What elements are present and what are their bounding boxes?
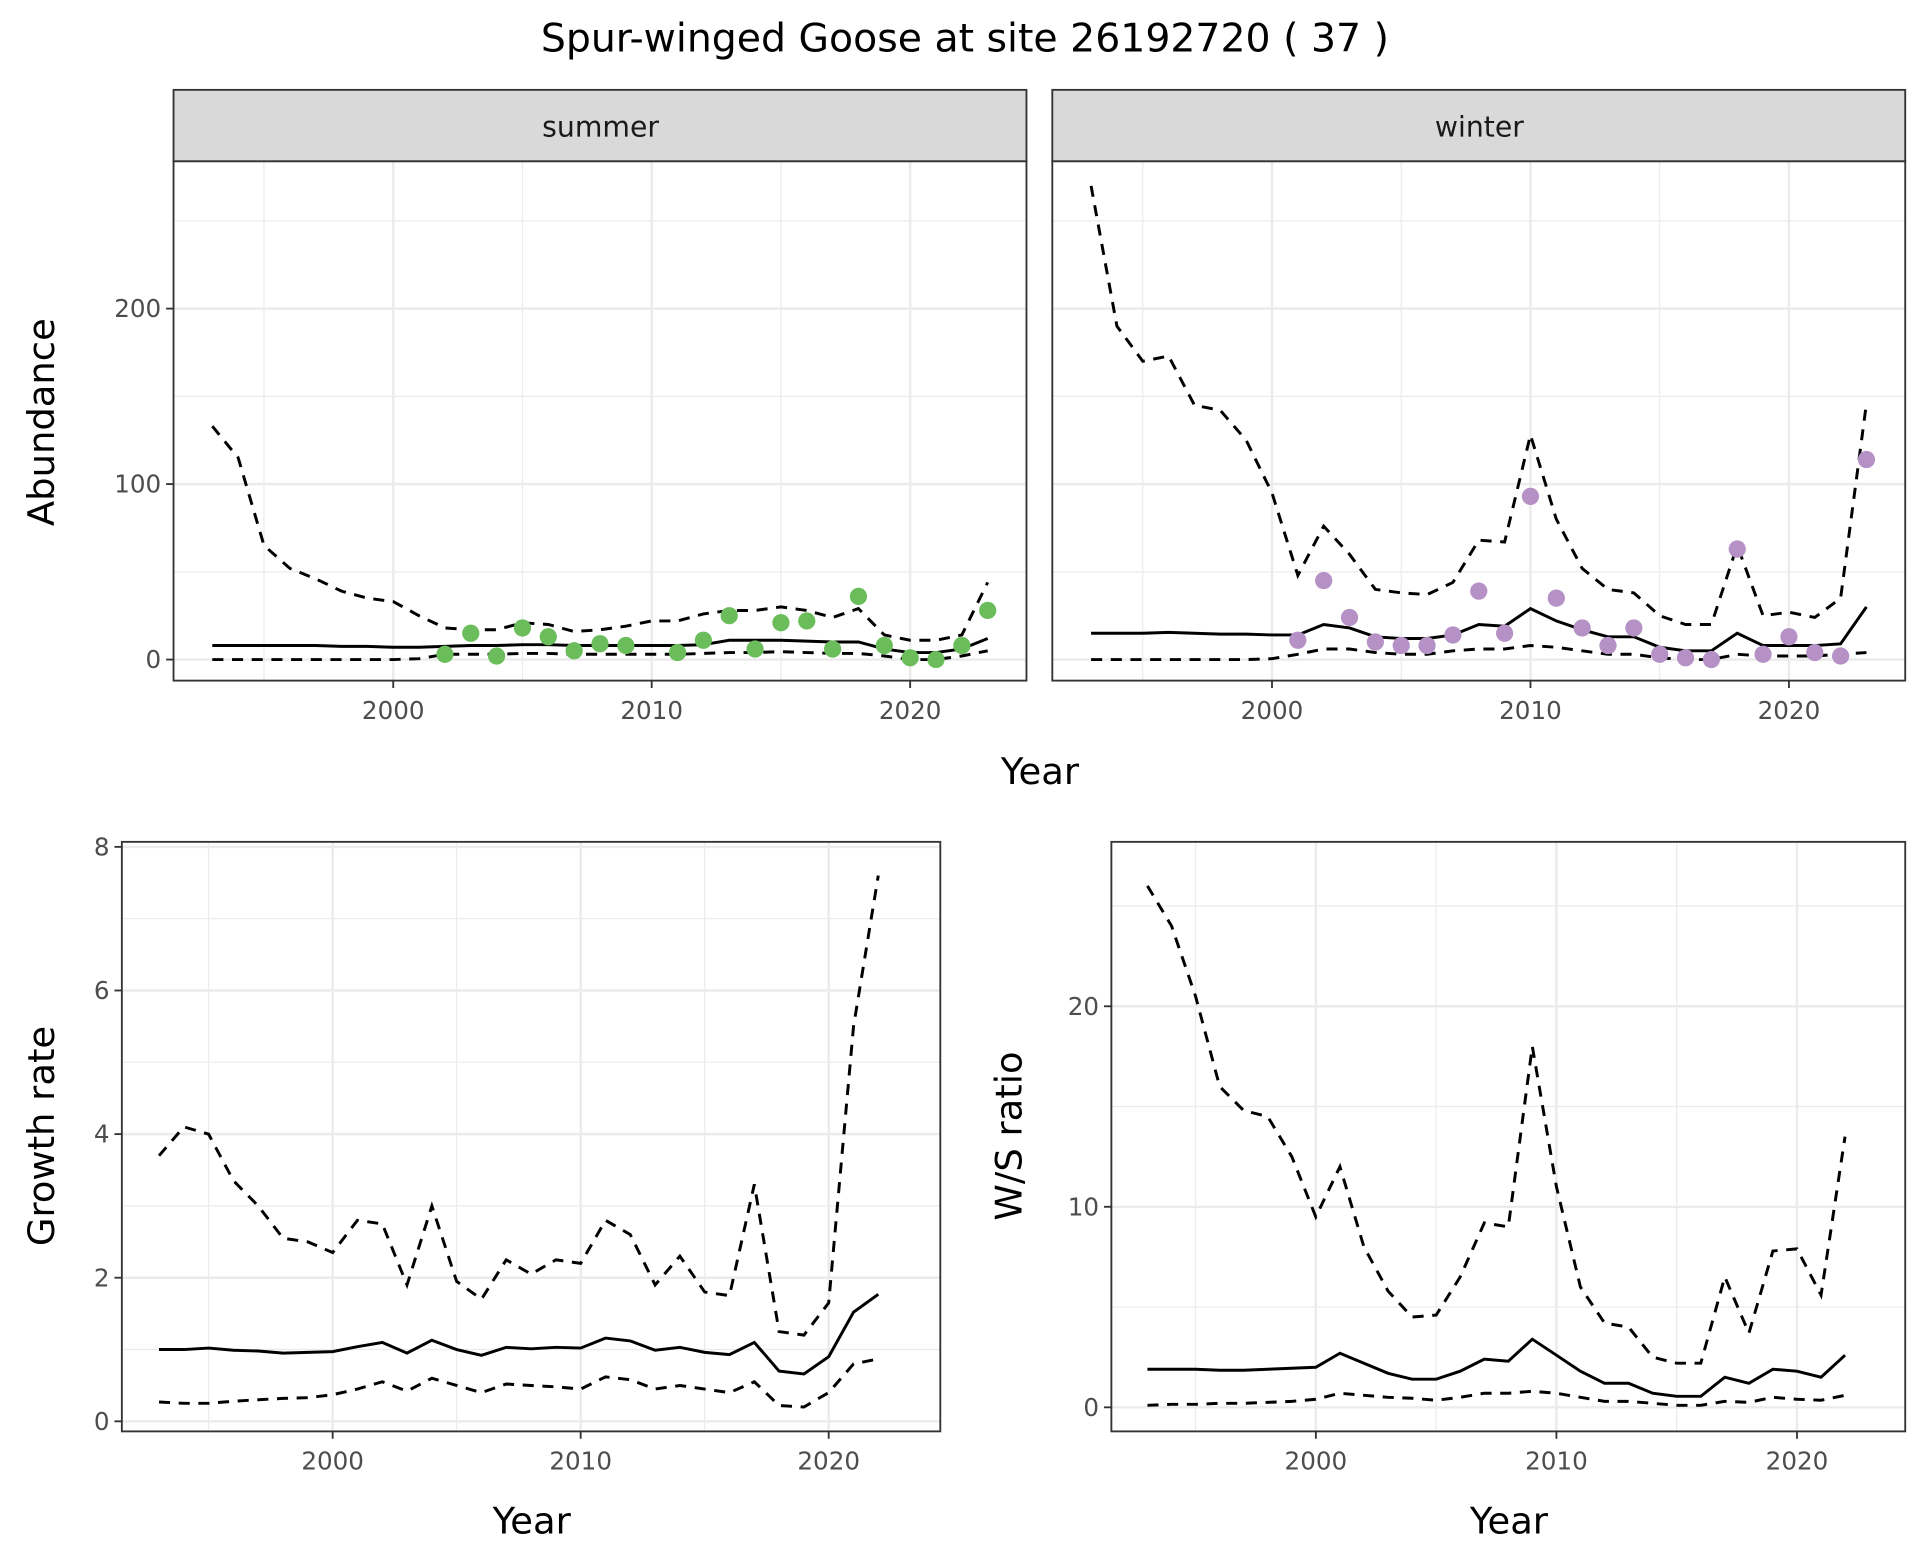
facet-label-winter: winter <box>1435 111 1524 144</box>
data-point <box>1340 608 1359 627</box>
data-point <box>720 607 738 625</box>
data-point <box>1625 619 1643 637</box>
chart-title: Spur-winged Goose at site 26192720 ( 37 … <box>541 16 1389 62</box>
data-point <box>1573 619 1591 637</box>
x-tick-label: 2020 <box>797 1447 860 1476</box>
data-point <box>1521 487 1540 505</box>
panel-background <box>1111 841 1906 1432</box>
y-tick-label: 200 <box>114 294 161 323</box>
x-tick-label: 2000 <box>301 1447 364 1476</box>
data-point <box>1418 636 1436 655</box>
panel-1: 2000 2010 2020 <box>1051 88 1907 725</box>
x-tick-label: 2000 <box>362 696 425 725</box>
x-axis-title-top: Year <box>1000 750 1080 793</box>
x-tick-label: 2020 <box>1758 696 1821 725</box>
facet-strip <box>1051 88 1907 163</box>
data-point <box>668 643 687 662</box>
data-point <box>953 636 971 655</box>
panel-background <box>173 161 1027 681</box>
data-point <box>1857 450 1876 469</box>
data-point <box>694 631 712 649</box>
data-point <box>462 624 480 642</box>
upper-bound-line <box>1146 885 1847 1365</box>
panel-2: 2000 2010 2020 0 2 4 6 8 <box>94 832 942 1476</box>
data-point <box>875 636 893 655</box>
data-point <box>488 647 506 665</box>
data-point <box>746 640 764 658</box>
data-point <box>1289 631 1307 649</box>
upper-bound-line <box>211 425 990 642</box>
data-point <box>1496 624 1514 642</box>
data-point <box>901 649 919 667</box>
data-point <box>1470 582 1488 600</box>
y-axis-title-ratio: W/S ratio <box>988 1051 1031 1220</box>
y-tick-label: 8 <box>94 832 110 861</box>
data-point <box>1780 628 1798 646</box>
panel-border <box>120 840 942 1433</box>
y-tick-label: 0 <box>1083 1393 1099 1422</box>
mean-line <box>1147 1337 1847 1398</box>
data-point <box>436 645 454 663</box>
x-tick-label: 2010 <box>1525 1447 1588 1476</box>
data-point <box>927 650 945 669</box>
x-axis-title-growth: Year <box>492 1500 572 1543</box>
facet-strip <box>172 88 1028 163</box>
mean-line <box>1091 606 1868 653</box>
y-tick-label: 0 <box>146 645 162 674</box>
mean-line <box>159 1293 880 1376</box>
data-point <box>1806 643 1824 662</box>
data-point <box>824 640 842 658</box>
y-tick-label: 20 <box>1068 992 1099 1021</box>
y-tick-label: 0 <box>94 1407 110 1436</box>
upper-bound-line <box>157 875 880 1337</box>
panel-background <box>1052 161 1906 681</box>
data-point <box>1651 645 1669 663</box>
x-tick-label: 2010 <box>549 1447 612 1476</box>
y-tick-label: 4 <box>94 1120 110 1149</box>
y-tick-label: 6 <box>94 976 110 1005</box>
data-point <box>1676 649 1695 667</box>
data-point <box>1754 645 1772 663</box>
data-point <box>1702 650 1720 669</box>
lower-bound-line <box>158 1357 879 1409</box>
data-point <box>1547 589 1565 607</box>
data-point <box>1728 540 1746 558</box>
x-tick-label: 2020 <box>1766 1447 1829 1476</box>
x-axis-title-ratio: Year <box>1469 1500 1549 1543</box>
y-axis-title-top: Abundance <box>20 318 63 526</box>
data-point <box>1392 636 1410 655</box>
facet-label-summer: summer <box>542 111 659 144</box>
data-point <box>591 635 609 653</box>
data-point <box>979 601 997 620</box>
data-point <box>1832 647 1850 665</box>
x-tick-label: 2010 <box>1499 696 1562 725</box>
data-point <box>798 612 816 630</box>
y-tick-label: 100 <box>114 470 161 499</box>
panel-background <box>121 841 941 1432</box>
panel-0: 2000 2010 2020 0 100 200 <box>114 88 1028 725</box>
data-point <box>1366 633 1384 651</box>
y-tick-label: 2 <box>94 1263 110 1292</box>
data-point <box>1315 571 1333 590</box>
lower-bound-line <box>212 649 988 662</box>
data-point <box>565 642 583 660</box>
data-point <box>539 628 557 646</box>
data-point <box>1444 626 1462 644</box>
x-tick-label: 2000 <box>1241 696 1304 725</box>
x-tick-label: 2010 <box>620 696 683 725</box>
data-point <box>772 614 790 632</box>
x-tick-label: 2020 <box>879 696 942 725</box>
data-point <box>513 619 532 637</box>
x-tick-label: 2000 <box>1285 1447 1348 1476</box>
y-axis-title-growth: Growth rate <box>20 1026 63 1246</box>
data-point <box>617 636 635 655</box>
y-tick-label: 10 <box>1068 1192 1099 1221</box>
panel-border <box>1110 840 1907 1433</box>
data-point <box>849 587 868 606</box>
panel-3: 2000 2010 2020 0 10 20 <box>1068 840 1907 1476</box>
data-point <box>1599 636 1617 655</box>
